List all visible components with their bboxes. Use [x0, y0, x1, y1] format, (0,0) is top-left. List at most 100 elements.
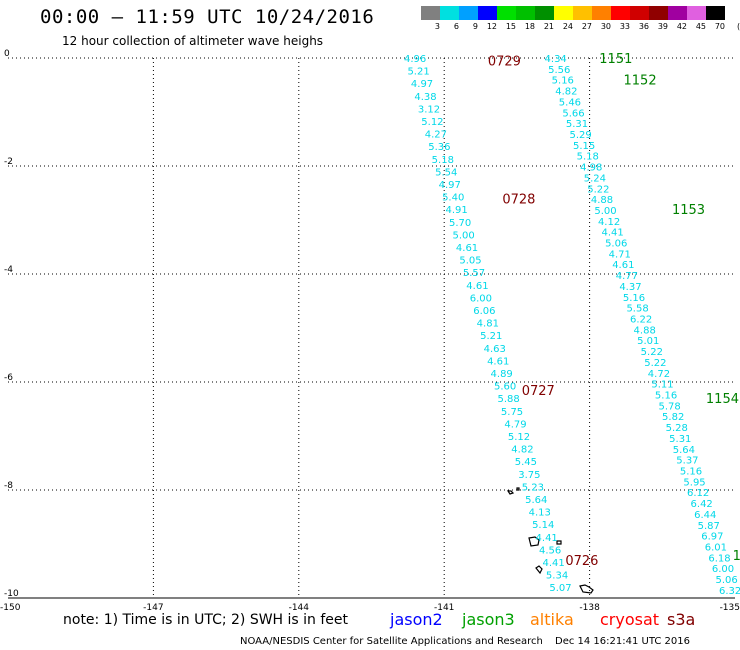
wave-height-label: 5.82: [662, 412, 684, 423]
wave-height-label: 5.22: [641, 347, 663, 358]
island-outline: [556, 540, 562, 545]
x-tick-label: -138: [579, 603, 600, 613]
wave-height-label: 6.18: [708, 553, 730, 564]
legend-swatch: [668, 6, 687, 20]
satellite-jason2: jason2: [390, 610, 443, 629]
wave-height-label: 5.45: [515, 457, 537, 468]
wave-height-label: 4.38: [414, 92, 436, 103]
wave-height-label: 4.61: [612, 260, 634, 271]
wave-height-label: 4.27: [425, 130, 447, 141]
legend-swatch: [687, 6, 706, 20]
wave-height-label: 4.61: [456, 243, 478, 254]
wave-height-label: 6.00: [712, 564, 734, 575]
pass-time-label: 1153: [672, 203, 705, 218]
legend-label: 33: [619, 22, 630, 31]
legend-swatch: [630, 6, 649, 20]
wave-height-label: 4.71: [609, 249, 631, 260]
wave-height-label: 6.97: [701, 532, 723, 543]
y-tick-label: -4: [4, 265, 13, 275]
wave-height-label: 4.89: [491, 369, 513, 380]
wave-height-label: 5.31: [566, 119, 588, 130]
chart-title: 00:00 – 11:59 UTC 10/24/2016: [40, 6, 375, 28]
legend-swatch: [611, 6, 630, 20]
wave-height-label: 5.18: [432, 155, 454, 166]
wave-height-label: 4.88: [634, 325, 656, 336]
wave-height-label: 5.54: [435, 167, 457, 178]
wave-height-label: 5.87: [698, 521, 720, 532]
wave-height-label: 5.56: [548, 65, 570, 76]
pass-time-label: 0726: [565, 554, 598, 569]
wave-height-label: 4.37: [619, 282, 641, 293]
x-tick-label: -135: [720, 603, 740, 613]
wave-height-label: 5.05: [459, 256, 481, 267]
wave-height-label: 6.00: [470, 293, 492, 304]
legend-label: 24: [562, 22, 573, 31]
island-outline: [579, 584, 594, 594]
wave-height-label: 5.16: [680, 466, 702, 477]
wave-height-label: 5.00: [594, 206, 616, 217]
wave-height-label: 4.97: [411, 79, 433, 90]
legend-label: 12: [486, 22, 497, 31]
pass-time-label: 1155: [733, 549, 740, 564]
satellite-s3a: s3a: [667, 610, 696, 629]
wave-height-label: 6.42: [691, 499, 713, 510]
legend-label: 15: [505, 22, 516, 31]
x-tick-label: -147: [143, 603, 163, 613]
wave-height-label: 5.22: [644, 358, 666, 369]
wave-height-label: 4.88: [591, 195, 613, 206]
wave-height-label: 4.98: [580, 163, 602, 174]
wave-height-label: 5.24: [584, 173, 606, 184]
wave-height-label: 5.88: [497, 394, 519, 405]
wave-height-label: 4.61: [466, 281, 488, 292]
legend-swatch: [706, 6, 725, 20]
pass-time-label: 1151: [599, 52, 632, 67]
wave-height-label: 4.13: [529, 508, 551, 519]
legend-label: 42: [676, 22, 687, 31]
legend-swatch: [649, 6, 668, 20]
legend-swatch: [440, 6, 459, 20]
wave-height-label: 5.64: [525, 495, 547, 506]
wave-height-label: 5.64: [673, 445, 695, 456]
x-tick-label: -150: [0, 603, 21, 613]
wave-height-label: 3.12: [418, 104, 440, 115]
wave-height-label: 5.29: [569, 130, 591, 141]
wave-height-label: 6.06: [473, 306, 495, 317]
wave-height-label: 4.79: [504, 419, 526, 430]
wave-height-label: 5.16: [623, 293, 645, 304]
legend-label: 18: [524, 22, 535, 31]
y-tick-label: 0: [4, 49, 10, 59]
legend-swatch: [516, 6, 535, 20]
wave-height-label: 5.21: [407, 67, 429, 78]
legend-unit: (ft): [736, 22, 740, 31]
wave-height-label: 5.01: [637, 336, 659, 347]
wave-height-label: 6.32: [719, 586, 740, 597]
y-tick-label: -6: [4, 373, 13, 383]
wave-height-label: 4.97: [439, 180, 461, 191]
legend-swatch: [592, 6, 611, 20]
wave-height-label: 5.00: [452, 230, 474, 241]
legend-label: 36: [638, 22, 649, 31]
wave-height-label: 5.70: [449, 218, 471, 229]
wave-height-label: 6.44: [694, 510, 716, 521]
legend-label: 6: [453, 22, 459, 31]
wave-height-label: 4.96: [404, 54, 426, 65]
wave-height-label: 5.16: [655, 391, 677, 402]
wave-height-label: 5.36: [428, 142, 450, 153]
wave-height-label: 5.78: [658, 401, 680, 412]
satellite-jason3: jason3: [462, 610, 515, 629]
x-tick-label: -141: [434, 603, 454, 613]
wave-height-label: 4.61: [487, 356, 509, 367]
satellite-altika: altika: [530, 610, 574, 629]
wave-height-label: 5.07: [549, 583, 571, 594]
legend-swatch: [573, 6, 592, 20]
wave-height-label: 4.91: [446, 205, 468, 216]
wave-height-label: 5.34: [546, 571, 568, 582]
wave-height-label: 5.58: [626, 304, 648, 315]
wave-height-label: 5.57: [463, 268, 485, 279]
wave-height-label: 6.22: [630, 315, 652, 326]
footer-timestamp: Dec 14 16:21:41 UTC 2016: [555, 636, 690, 647]
island-outline: [506, 490, 515, 495]
pass-time-label: 0728: [502, 192, 535, 207]
wave-height-label: 6.01: [705, 542, 727, 553]
